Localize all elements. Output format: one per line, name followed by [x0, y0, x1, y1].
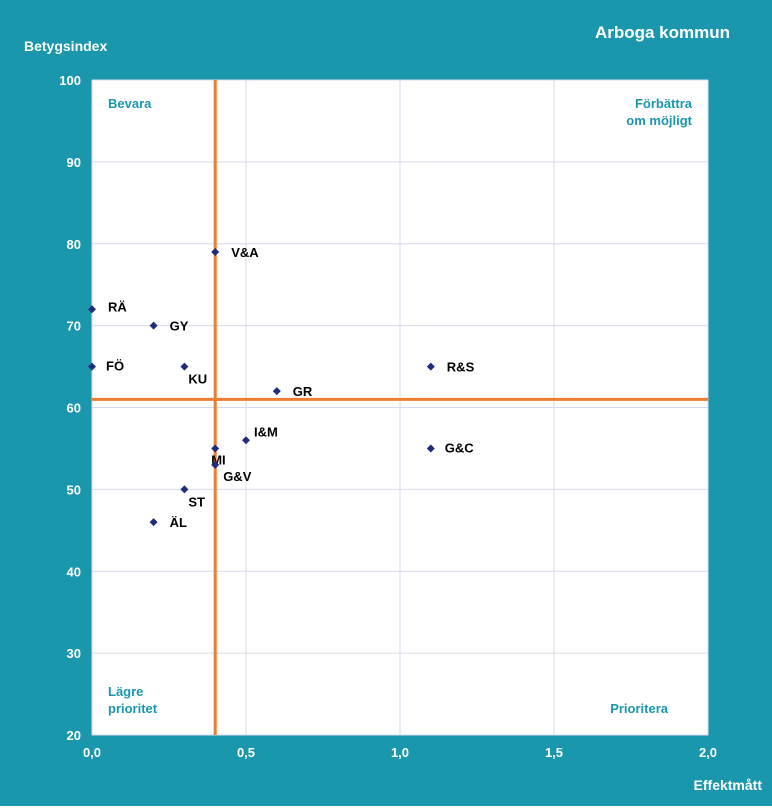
- y-tick-label: 90: [67, 155, 81, 170]
- x-axis-title: Effektmått: [694, 777, 763, 793]
- quadrant-label-top-right: Förbättra: [635, 96, 693, 111]
- reference-lines: [92, 80, 708, 735]
- data-point-marker: [149, 321, 158, 330]
- data-point-label: GY: [170, 319, 189, 334]
- y-tick-label: 20: [67, 728, 81, 743]
- x-tick-label: 1,0: [391, 745, 409, 760]
- x-tick-label: 0,5: [237, 745, 255, 760]
- quadrant-label-top-left: Bevara: [108, 96, 152, 111]
- quadrant-labels: Bevara Förbättra om möjligt Lägre prioritet P…: [108, 96, 693, 716]
- chart-title: Arboga kommun: [595, 23, 730, 42]
- quadrant-label-bottom-right: Prioritera: [610, 701, 669, 716]
- data-point-label: GR: [293, 384, 313, 399]
- y-tick-label: 50: [67, 482, 81, 497]
- data-point-label: I&M: [254, 424, 278, 439]
- data-point-label: ST: [188, 494, 205, 509]
- x-tick-label: 2,0: [699, 745, 717, 760]
- data-point-marker: [426, 362, 435, 371]
- x-tick-label: 1,5: [545, 745, 563, 760]
- y-tick-label: 40: [67, 564, 81, 579]
- data-point-label: V&A: [231, 245, 259, 260]
- y-axis-title: Betygsindex: [24, 38, 107, 54]
- y-tick-label: 30: [67, 646, 81, 661]
- y-tick-label: 70: [67, 319, 81, 334]
- data-point-marker: [88, 305, 96, 314]
- data-point-marker: [426, 444, 435, 453]
- data-point-marker: [242, 436, 250, 445]
- data-point-marker: [88, 362, 96, 371]
- data-point-marker: [211, 247, 220, 256]
- y-tick-label: 100: [59, 73, 81, 88]
- y-tick-label: 60: [67, 401, 81, 416]
- data-point-label: G&C: [445, 440, 475, 455]
- quadrant-label-top-right: om möjligt: [626, 113, 692, 128]
- data-point-marker: [272, 387, 281, 396]
- tick-labels: 20 30 40 50 60 70 80 90 100 0,0 0,5 1,0 1,5 2,0: [59, 73, 717, 760]
- data-point-marker: [180, 485, 189, 494]
- data-point-label: KU: [188, 372, 207, 387]
- data-point-label: G&V: [223, 469, 252, 484]
- data-point-label: FÖ: [106, 359, 124, 374]
- quadrant-label-bottom-left: prioritet: [108, 701, 158, 716]
- data-point-marker: [180, 362, 189, 371]
- x-tick-label: 0,0: [83, 745, 101, 760]
- data-point-label: R&S: [447, 360, 475, 375]
- data-point-label: RÄ: [108, 299, 127, 314]
- data-point-label: ÄL: [170, 515, 187, 530]
- data-point-marker: [149, 518, 158, 527]
- data-point-marker: [211, 460, 220, 469]
- gridlines: [91, 79, 709, 736]
- data-point-marker: [211, 444, 220, 453]
- quadrant-label-bottom-left: Lägre: [108, 684, 143, 699]
- y-tick-label: 80: [67, 237, 81, 252]
